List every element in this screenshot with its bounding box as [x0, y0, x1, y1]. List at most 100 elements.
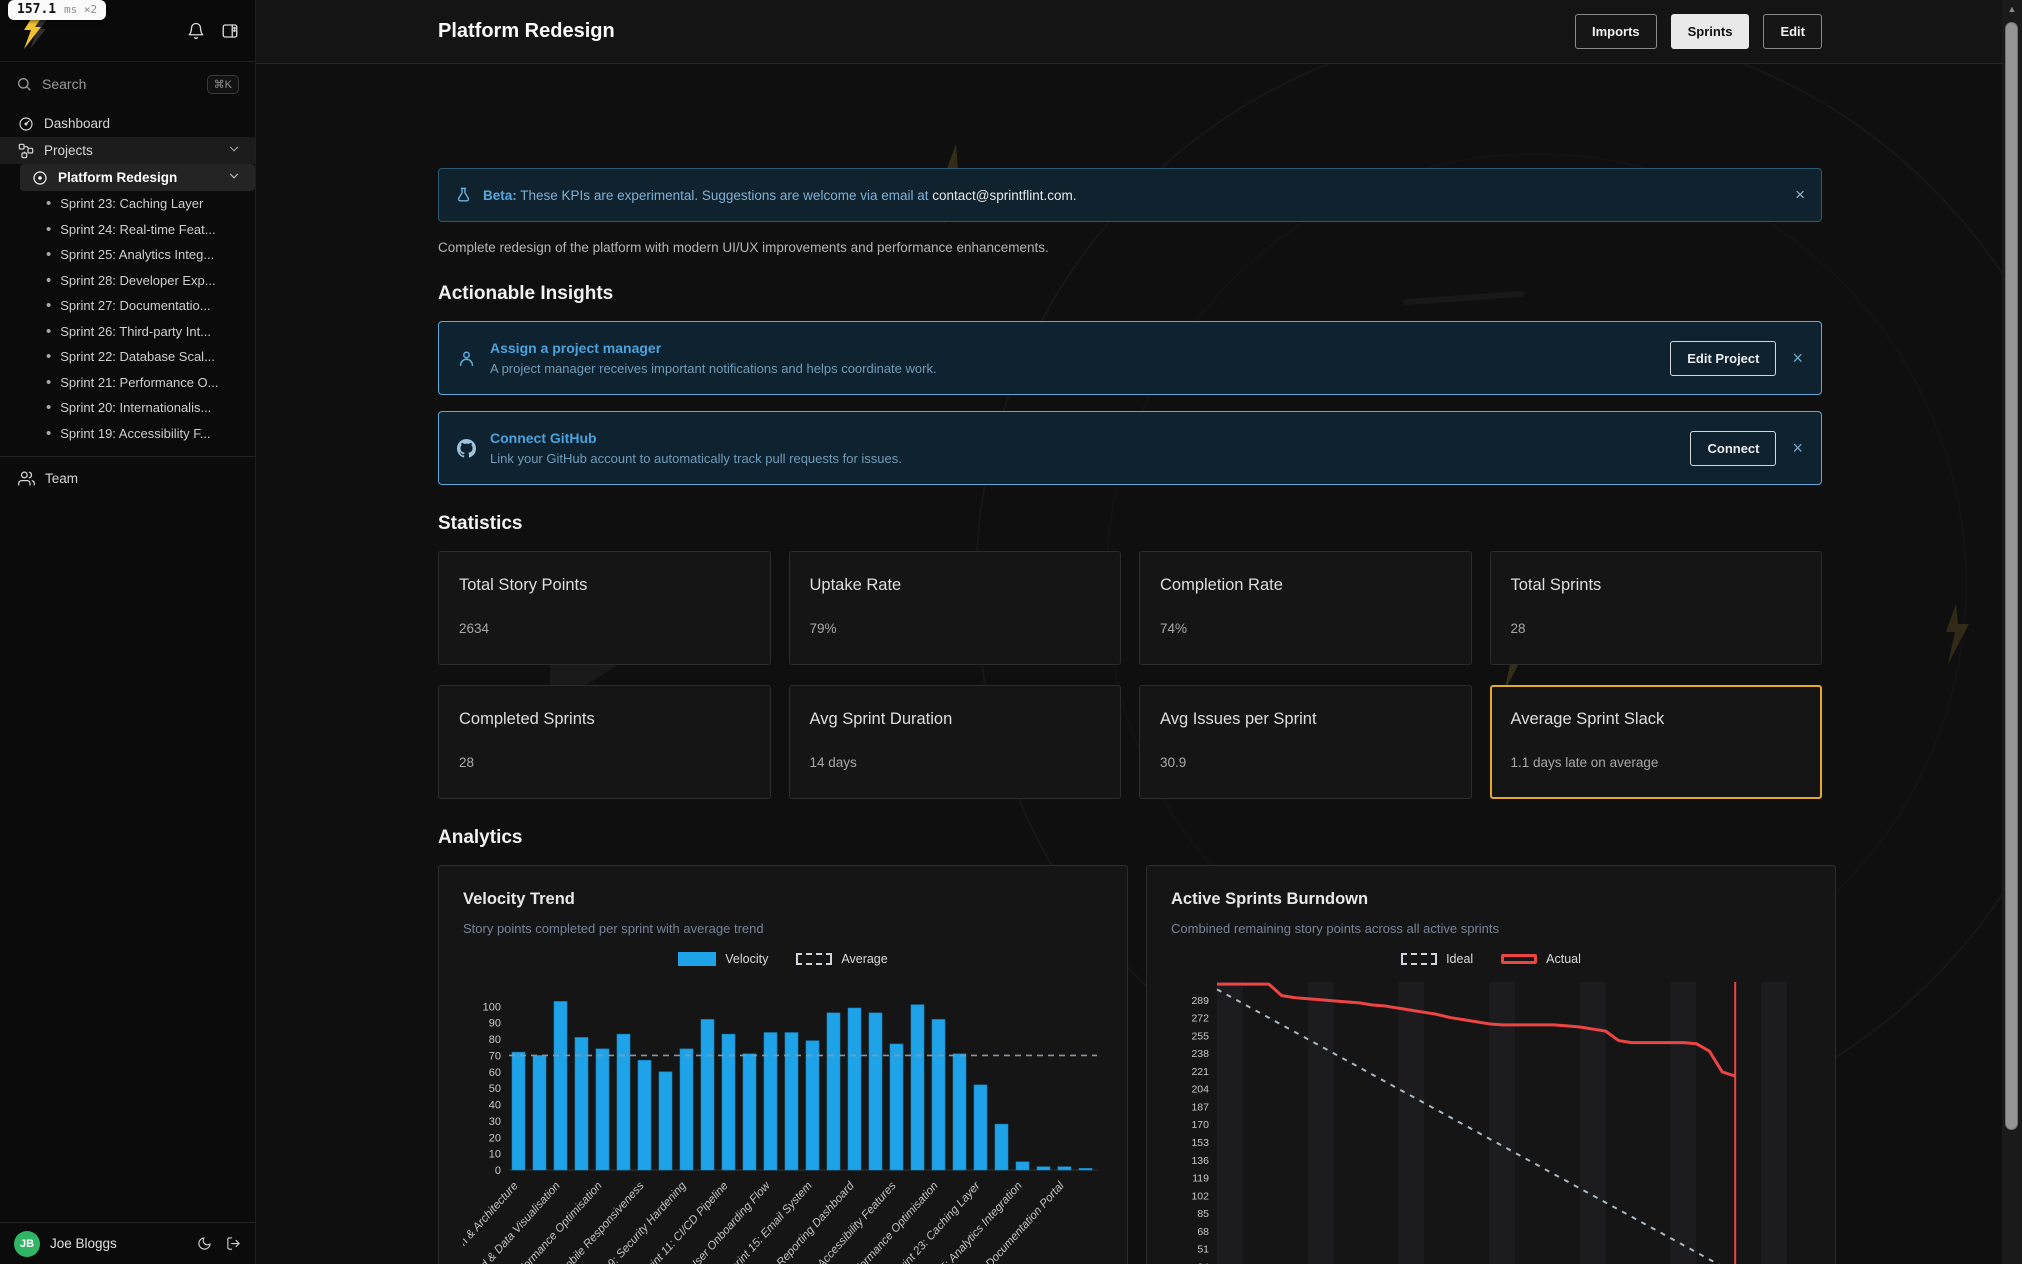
search-input[interactable]: Search ⌘K — [0, 62, 255, 106]
imports-button[interactable]: Imports — [1574, 14, 1657, 49]
stat-card-highlighted: Average Sprint Slack 1.1 days late on ave… — [1489, 685, 1822, 799]
svg-text:20: 20 — [489, 1132, 501, 1144]
velocity-legend: Velocity Average — [463, 952, 1103, 966]
sidebar-sprint-item[interactable]: • Sprint 21: Performance O... — [46, 373, 219, 391]
svg-text:204: 204 — [1191, 1084, 1209, 1096]
svg-text:30: 30 — [489, 1116, 501, 1128]
logout-icon[interactable] — [226, 1236, 241, 1251]
svg-text:10: 10 — [489, 1149, 501, 1161]
stat-card: Completion Rate 74% — [1139, 551, 1472, 665]
user-icon — [457, 349, 476, 368]
chart-title: Active Sprints Burndown — [1171, 890, 1369, 908]
sidebar-item-dashboard[interactable]: Dashboard — [0, 110, 255, 137]
sidebar: 157.1 ms ×2 — [0, 0, 256, 1264]
svg-text:238: 238 — [1191, 1048, 1209, 1060]
average-swatch — [796, 953, 833, 965]
burndown-card: Active Sprints Burndown Combined remaini… — [1146, 865, 1836, 1264]
search-shortcut-badge: ⌘K — [206, 74, 239, 94]
beta-badge: Beta: — [483, 187, 517, 203]
insight-description: Link your GitHub account to automaticall… — [490, 451, 902, 466]
sidebar-item-projects[interactable]: Projects — [0, 137, 255, 164]
chevron-down-icon — [227, 142, 241, 159]
svg-text:0: 0 — [495, 1165, 501, 1177]
team-users-icon — [18, 471, 35, 486]
stat-card: Total Sprints 28 — [1489, 551, 1822, 665]
connect-button[interactable]: Connect — [1690, 430, 1777, 466]
banner-text: These KPIs are experimental. Suggestions… — [520, 187, 929, 203]
search-placeholder: Search — [42, 76, 87, 92]
stat-card: Total Story Points 2634 — [438, 551, 771, 665]
sidebar-sprint-item[interactable]: • Sprint 28: Developer Exp... — [46, 271, 216, 289]
insights-heading: Actionable Insights — [438, 283, 614, 304]
svg-text:80: 80 — [489, 1034, 501, 1046]
insight-close-icon[interactable]: × — [1792, 437, 1803, 458]
velocity-chart-svg: 0102030405060708090100Sprint 1: Foundati… — [463, 1001, 1097, 1264]
page-title: Platform Redesign — [438, 20, 615, 42]
svg-text:40: 40 — [489, 1100, 501, 1112]
svg-text:187: 187 — [1191, 1101, 1209, 1113]
vertical-scrollbar[interactable]: ▲ — [2002, 0, 2022, 1264]
sidebar-sprint-item[interactable]: • Sprint 20: Internationalis... — [46, 399, 212, 417]
chart-title: Velocity Trend — [463, 890, 575, 908]
perf-mult: ×2 — [83, 3, 98, 16]
scroll-up-arrow-icon[interactable]: ▲ — [2007, 4, 2017, 14]
svg-text:102: 102 — [1191, 1190, 1209, 1202]
insight-card-connect-github: Connect GitHub Link your GitHub account … — [438, 411, 1822, 485]
ideal-swatch — [1401, 953, 1438, 965]
stat-card: Avg Issues per Sprint 30.9 — [1139, 685, 1472, 799]
sidebar-sprint-item[interactable]: • Sprint 23: Caching Layer — [46, 195, 204, 213]
page-header: Platform Redesign Imports Sprints Edit — [256, 0, 2002, 64]
sidebar-sprint-item[interactable]: • Sprint 27: Documentatio... — [46, 297, 211, 315]
statistics-grid: Total Story Points 2634 Uptake Rate 79% Co… — [438, 551, 1822, 799]
svg-text:60: 60 — [489, 1067, 501, 1079]
flask-icon — [455, 187, 472, 204]
burndown-chart-svg: 0173451688510211913615317018720422123825… — [1191, 982, 1787, 1264]
edit-project-button[interactable]: Edit Project — [1670, 340, 1777, 376]
perf-value: 157.1 — [17, 2, 57, 17]
chart-subtitle: Story points completed per sprint with a… — [463, 921, 764, 936]
user-avatar[interactable]: JB — [14, 1230, 40, 1257]
svg-text:51: 51 — [1197, 1244, 1209, 1256]
svg-text:70: 70 — [489, 1050, 501, 1062]
insight-card-assign-pm: Assign a project manager A project manag… — [438, 321, 1822, 395]
beta-banner: Beta: These KPIs are experimental. Sugge… — [438, 168, 1822, 222]
dark-mode-moon-icon[interactable] — [197, 1236, 212, 1251]
svg-text:255: 255 — [1191, 1030, 1209, 1042]
sidebar-item-platform-redesign[interactable]: Platform Redesign — [20, 164, 255, 191]
statistics-heading: Statistics — [438, 513, 523, 534]
banner-close-icon[interactable]: × — [1795, 185, 1805, 204]
sidebar-sprint-item[interactable]: • Sprint 25: Analytics Integ... — [46, 246, 215, 264]
svg-text:68: 68 — [1197, 1226, 1209, 1238]
svg-text:34: 34 — [1197, 1261, 1209, 1264]
sidebar-sprint-item[interactable]: • Sprint 26: Third-party Int... — [46, 322, 212, 340]
sidebar-sprint-item[interactable]: • Sprint 22: Database Scal... — [46, 348, 215, 366]
svg-text:153: 153 — [1191, 1137, 1209, 1149]
sidebar-sprint-item[interactable]: • Sprint 19: Accessibility F... — [46, 424, 211, 442]
edit-button[interactable]: Edit — [1763, 14, 1822, 49]
workflow-icon — [18, 143, 34, 158]
stat-card: Avg Sprint Duration 14 days — [788, 685, 1121, 799]
burndown-legend: Ideal Actual — [1171, 952, 1811, 966]
svg-text:289: 289 — [1191, 995, 1209, 1007]
svg-text:136: 136 — [1191, 1155, 1209, 1167]
scrollbar-thumb[interactable] — [2005, 22, 2018, 1130]
svg-text:272: 272 — [1191, 1013, 1209, 1025]
actual-swatch — [1501, 954, 1538, 964]
stat-card: Uptake Rate 79% — [788, 551, 1121, 665]
svg-text:50: 50 — [489, 1083, 501, 1095]
svg-text:100: 100 — [483, 1001, 501, 1013]
insight-title: Assign a project manager — [490, 340, 662, 356]
gauge-icon — [19, 116, 33, 131]
sprints-button[interactable]: Sprints — [1670, 14, 1750, 49]
notifications-bell-icon[interactable] — [187, 22, 205, 40]
velocity-trend-card: Velocity Trend Story points completed pe… — [438, 865, 1128, 1264]
sidebar-item-team[interactable]: Team — [0, 465, 255, 492]
perf-unit: ms — [63, 3, 78, 16]
chart-subtitle: Combined remaining story points across a… — [1171, 921, 1500, 936]
insight-close-icon[interactable]: × — [1792, 347, 1803, 368]
target-icon — [33, 170, 47, 185]
sidebar-toggle-panel-icon[interactable] — [221, 22, 239, 40]
sidebar-sprint-item[interactable]: • Sprint 24: Real-time Feat... — [46, 220, 216, 238]
app-logo-lightning-icon[interactable] — [16, 9, 60, 53]
divider — [0, 456, 255, 457]
